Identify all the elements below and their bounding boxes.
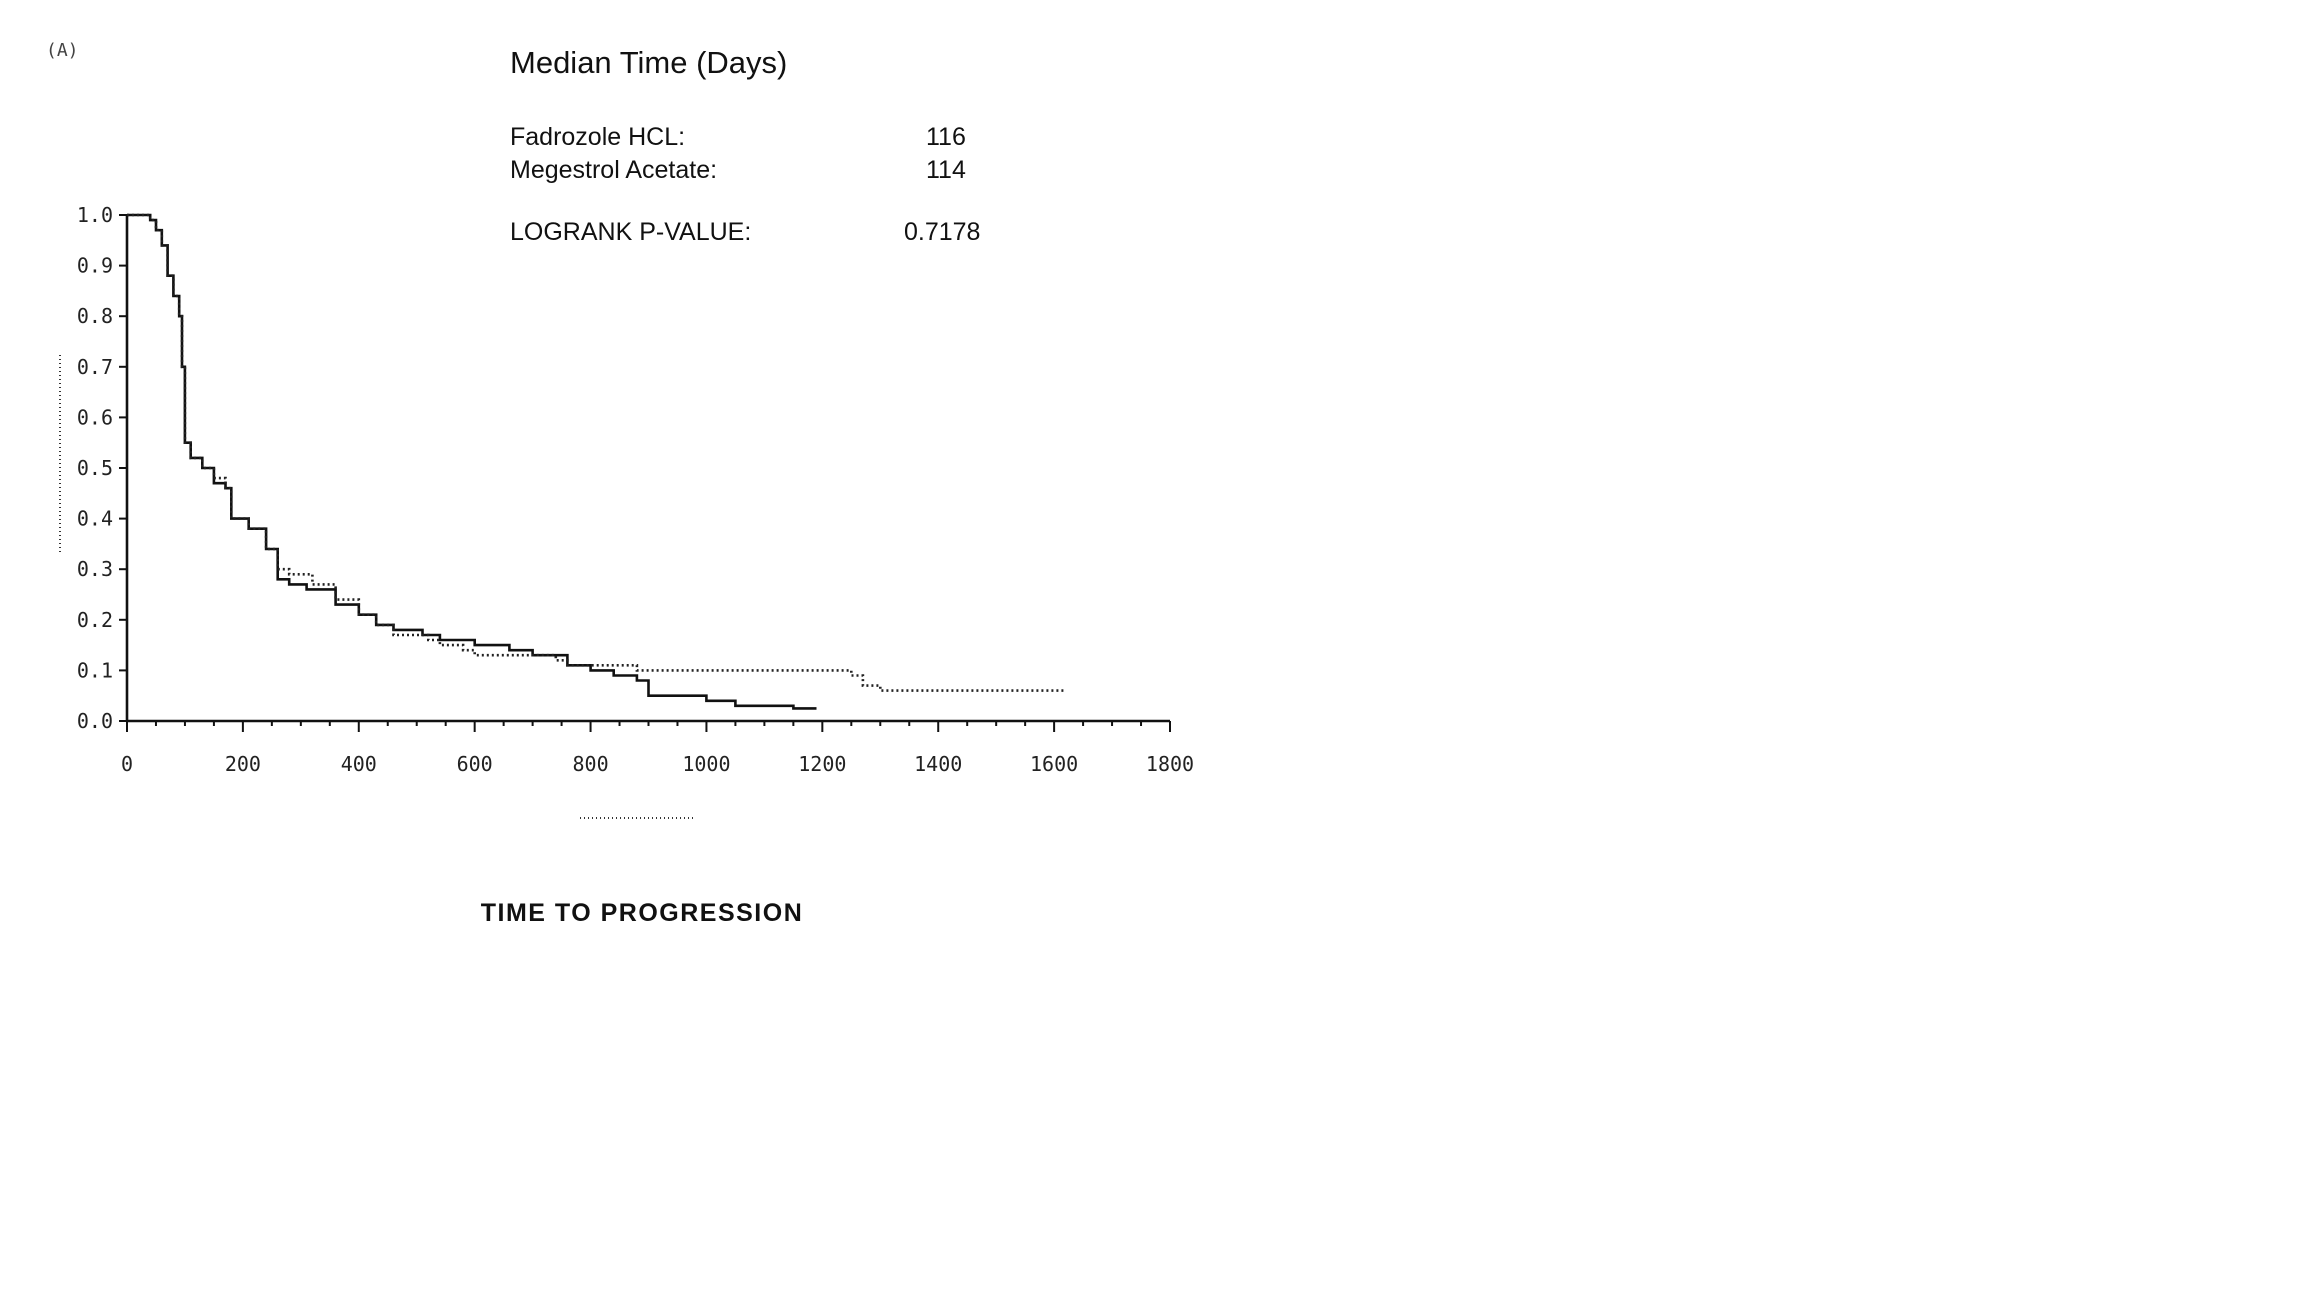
- annotation-row-value: 116: [926, 123, 966, 151]
- x-tick-label: 1000: [682, 752, 730, 776]
- y-tick-label: 0.3: [77, 557, 113, 581]
- x-tick-label: 200: [225, 752, 261, 776]
- chart-series-layer: [127, 213, 1066, 710]
- annotation-row-label: Fadrozole HCL:: [510, 123, 685, 151]
- series-line-solid: [127, 213, 817, 710]
- x-tick-label: 1200: [798, 752, 846, 776]
- x-tick-label: 1400: [914, 752, 962, 776]
- y-tick-label: 0.8: [77, 304, 113, 328]
- pvalue-value: 0.7178: [904, 218, 980, 246]
- annotation-row-label: Megestrol Acetate:: [510, 156, 717, 184]
- x-tick-label: 600: [457, 752, 493, 776]
- series-line-dotted: [127, 213, 1066, 692]
- y-tick-label: 0.4: [77, 507, 113, 531]
- footer-title: TIME TO PROGRESSION: [481, 899, 804, 927]
- y-tick-label: 0.0: [77, 709, 113, 733]
- y-tick-label: 0.9: [77, 254, 113, 278]
- y-tick-label: 0.1: [77, 658, 113, 682]
- annotation-row-value: 114: [926, 156, 966, 184]
- y-tick-label: 1.0: [77, 203, 113, 227]
- x-tick-label: 1800: [1146, 752, 1194, 776]
- panel-label: (A): [46, 40, 79, 61]
- y-tick-label: 0.5: [77, 456, 113, 480]
- annotation-title: Median Time (Days): [510, 45, 787, 80]
- y-tick-label: 0.7: [77, 355, 113, 379]
- x-tick-label: 0: [121, 752, 133, 776]
- chart-axes: 0 200 400 600 800 1000 1200 1400 1600 1800 0.0 0.1 0…: [77, 203, 1194, 776]
- y-tick-label: 0.2: [77, 608, 113, 632]
- x-tick-label: 1600: [1030, 752, 1078, 776]
- x-tick-label: 400: [341, 752, 377, 776]
- pvalue-label: LOGRANK P-VALUE:: [510, 218, 751, 246]
- y-tick-label: 0.6: [77, 405, 113, 429]
- x-tick-label: 800: [572, 752, 608, 776]
